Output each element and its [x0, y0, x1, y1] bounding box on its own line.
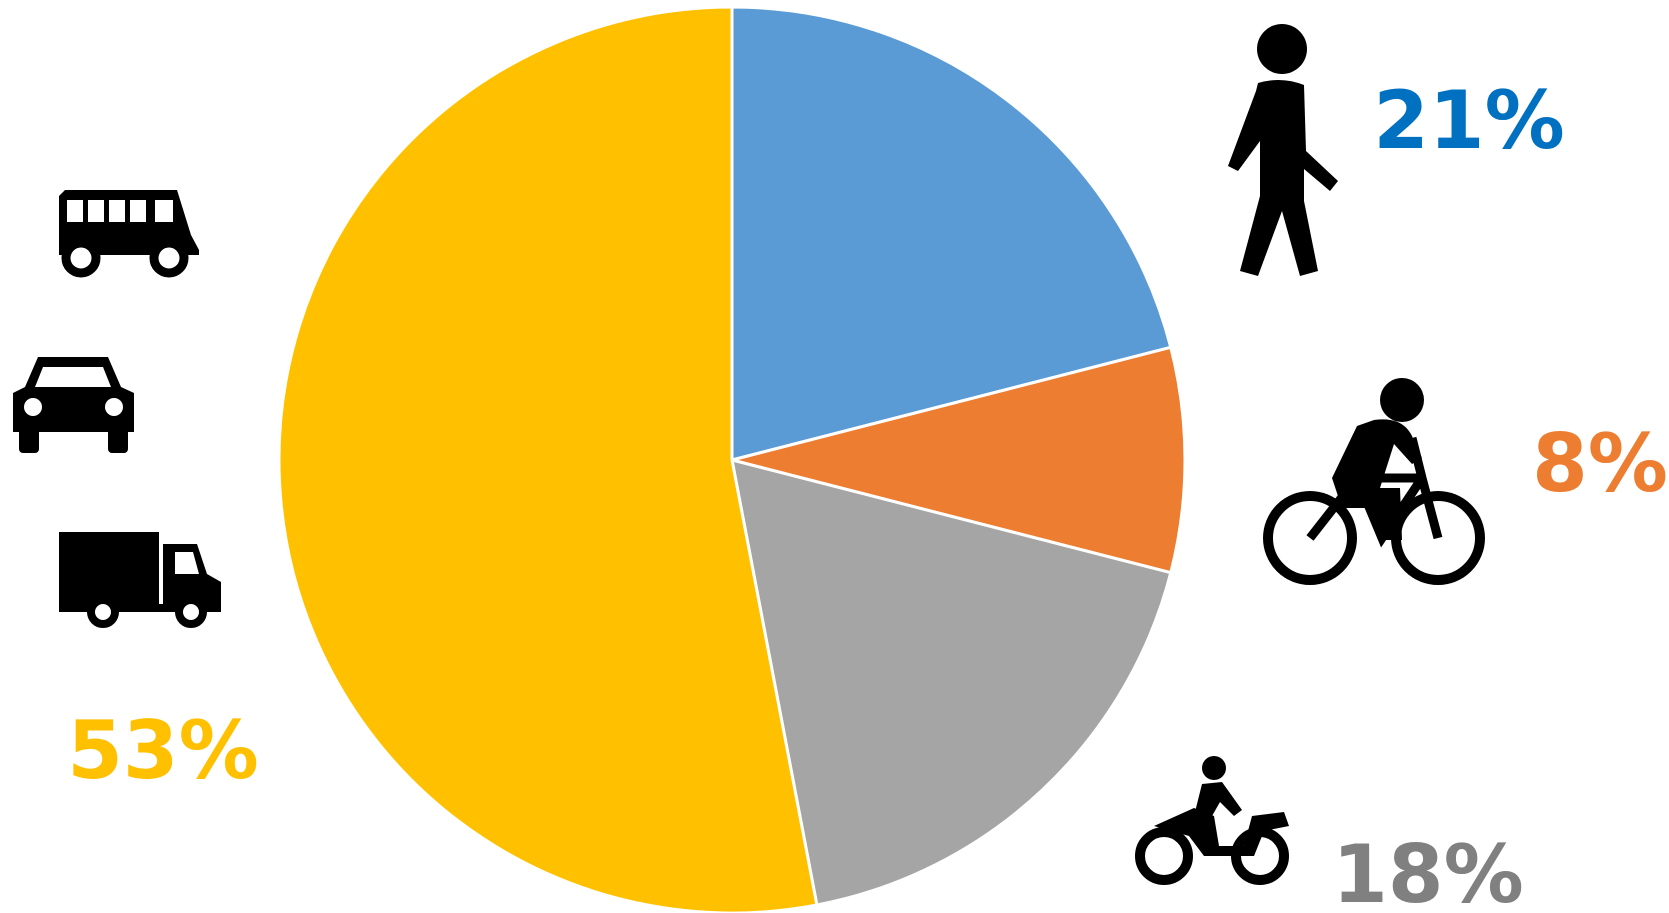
- bus-icon: [59, 190, 199, 278]
- pie-slice: [731, 345, 1187, 575]
- pie-slice: [730, 5, 1173, 462]
- bicycle-icon: [1263, 378, 1485, 585]
- pie-slice: [277, 5, 819, 913]
- value-label: 18%: [1332, 828, 1523, 913]
- pie-slice: [730, 457, 1173, 907]
- truck-icon: [59, 532, 221, 628]
- car-icon: [13, 357, 134, 453]
- value-label: 53%: [67, 704, 258, 797]
- walker-icon: [1228, 24, 1338, 276]
- value-label: 8%: [1532, 417, 1668, 510]
- value-label: 21%: [1373, 74, 1564, 167]
- motorcycle-icon: [1135, 756, 1289, 885]
